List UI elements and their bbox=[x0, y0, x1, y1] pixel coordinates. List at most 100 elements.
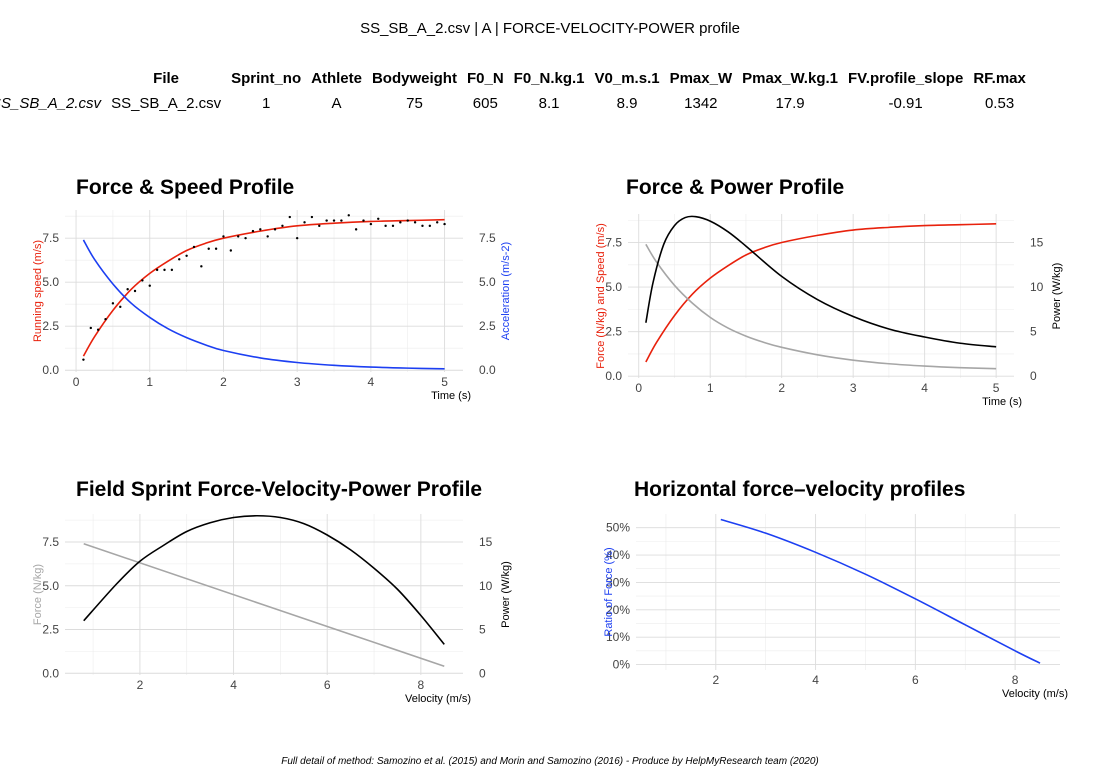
x-tick-label: 0 bbox=[73, 375, 80, 389]
summary-col-header: Athlete bbox=[311, 69, 362, 87]
data-point-measured-speed bbox=[133, 289, 137, 293]
y-tick-label-left: 2.5 bbox=[42, 319, 59, 333]
footer-note: Full detail of method: Samozino et al. (… bbox=[281, 756, 819, 767]
data-point-measured-speed bbox=[192, 245, 196, 249]
data-point-measured-speed bbox=[163, 268, 166, 272]
data-point-measured-speed bbox=[141, 279, 144, 282]
y-tick-label-right: 15 bbox=[479, 535, 493, 549]
summary-col-header: RF.max bbox=[973, 69, 1026, 87]
data-point-measured-speed bbox=[185, 254, 188, 257]
y-tick-label-left: 7.5 bbox=[42, 231, 59, 245]
data-point-measured-speed bbox=[391, 224, 395, 228]
data-point-measured-speed bbox=[288, 215, 291, 219]
data-point-measured-speed bbox=[413, 221, 417, 224]
y-tick-label-right: 5 bbox=[1030, 325, 1037, 339]
data-point-measured-speed bbox=[178, 258, 181, 261]
y-tick-label-right: 10 bbox=[1030, 280, 1044, 294]
summary-cell: 8.9 bbox=[616, 94, 638, 112]
summary-col-header: Bodyweight bbox=[371, 69, 457, 87]
y-tick-label-left: 0.0 bbox=[605, 369, 622, 383]
y-tick-label-left: 10% bbox=[606, 630, 630, 644]
x-tick-label: 1 bbox=[146, 375, 153, 389]
data-point-measured-speed bbox=[214, 247, 218, 250]
x-axis-title: Time (s) bbox=[431, 390, 471, 402]
y-tick-label-right: 10 bbox=[479, 579, 493, 593]
data-point-measured-speed bbox=[406, 219, 409, 222]
series-line-force bbox=[83, 542, 445, 668]
summary-cell: 0.53 bbox=[984, 94, 1015, 112]
data-point-measured-speed bbox=[384, 224, 387, 228]
summary-cell: 8.1 bbox=[538, 94, 560, 112]
panel-title-force-power: Force & Power Profile bbox=[626, 176, 845, 199]
summary-cell: 1 bbox=[261, 94, 271, 112]
data-point-measured-speed bbox=[369, 222, 373, 226]
data-point-measured-speed bbox=[436, 221, 439, 224]
y-axis-title-left: Force (N/kg) bbox=[32, 564, 44, 625]
data-point-measured-speed bbox=[259, 228, 262, 231]
x-tick-label: 4 bbox=[230, 678, 237, 692]
data-point-measured-speed bbox=[310, 215, 314, 219]
summary-cell: 605 bbox=[472, 94, 498, 112]
data-point-measured-speed bbox=[111, 302, 115, 305]
y-tick-label-right: 0 bbox=[479, 666, 486, 680]
x-tick-label: 2 bbox=[137, 678, 144, 692]
data-point-measured-speed bbox=[244, 236, 247, 240]
series-line-force bbox=[645, 243, 997, 370]
summary-col-header: Pmax_W.kg.1 bbox=[742, 69, 838, 87]
x-tick-label: 3 bbox=[294, 375, 301, 389]
data-point-measured-speed bbox=[281, 224, 284, 228]
panel-title-force-speed: Force & Speed Profile bbox=[76, 176, 295, 199]
page-title: SS_SB_A_2.csv | A | FORCE-VELOCITY-POWER… bbox=[360, 20, 740, 37]
data-point-measured-speed bbox=[96, 328, 100, 331]
data-point-measured-speed bbox=[200, 265, 203, 268]
y-tick-label-left: 0% bbox=[613, 658, 631, 672]
summary-col-header: File bbox=[153, 69, 180, 87]
series-line-running-speed bbox=[82, 218, 445, 357]
data-point-measured-speed bbox=[237, 235, 240, 238]
x-tick-label: 4 bbox=[812, 673, 819, 687]
data-point-measured-speed bbox=[119, 305, 122, 309]
y-tick-label-left: 7.5 bbox=[605, 236, 622, 250]
x-tick-label: 4 bbox=[368, 375, 375, 389]
data-point-measured-speed bbox=[318, 224, 321, 228]
data-point-measured-speed bbox=[170, 268, 174, 272]
y-tick-label-right: 7.5 bbox=[479, 231, 496, 245]
data-point-measured-speed bbox=[222, 235, 225, 238]
panel-title-rf-velocity: Horizontal force–velocity profiles bbox=[634, 478, 966, 501]
summary-col-header: Sprint_no bbox=[231, 69, 302, 87]
series-line-power bbox=[83, 514, 445, 645]
data-point-measured-speed bbox=[443, 222, 446, 226]
summary-col-header: V0_m.s.1 bbox=[594, 69, 660, 87]
summary-col-header: Pmax_W bbox=[669, 69, 733, 87]
x-tick-label: 2 bbox=[778, 381, 785, 395]
y-axis-title-left: Running speed (m/s) bbox=[32, 240, 44, 342]
summary-cell: 75 bbox=[406, 94, 423, 112]
summary-cell: 17.9 bbox=[775, 94, 805, 112]
y-tick-label-right: 0.0 bbox=[479, 363, 496, 377]
x-tick-label: 8 bbox=[1012, 673, 1019, 687]
y-tick-label-left: 7.5 bbox=[42, 535, 59, 549]
x-axis-title: Time (s) bbox=[982, 396, 1022, 408]
y-axis-title-left: Force (N/kg) and Speed (m/s) bbox=[595, 223, 607, 369]
summary-row-name: SS_SB_A_2.csv bbox=[0, 94, 102, 112]
y-axis-title-right: Power (W/kg) bbox=[1051, 263, 1063, 330]
x-tick-label: 8 bbox=[418, 678, 425, 692]
data-point-measured-speed bbox=[148, 284, 151, 287]
y-tick-label-right: 5.0 bbox=[479, 275, 496, 289]
data-point-measured-speed bbox=[399, 221, 402, 224]
x-axis-title: Velocity (m/s) bbox=[1002, 688, 1068, 700]
y-tick-label-left: 40% bbox=[606, 548, 630, 562]
y-axis-title-left: Ratio of Force (%) bbox=[603, 547, 615, 636]
summary-cell: 1342 bbox=[684, 94, 718, 112]
data-point-measured-speed bbox=[354, 228, 358, 231]
data-point-measured-speed bbox=[89, 326, 92, 330]
data-point-measured-speed bbox=[325, 219, 328, 222]
data-point-measured-speed bbox=[229, 249, 233, 252]
data-point-measured-speed bbox=[347, 214, 350, 217]
y-tick-label-left: 2.5 bbox=[605, 325, 622, 339]
summary-header-row: File Sprint_no Athlete Bodyweight F0_N F… bbox=[0, 66, 1031, 90]
y-axis-title-right: Power (W/kg) bbox=[500, 561, 512, 628]
y-tick-label-right: 2.5 bbox=[479, 319, 496, 333]
y-axis-title-right: Acceleration (m/s-2) bbox=[500, 242, 512, 340]
